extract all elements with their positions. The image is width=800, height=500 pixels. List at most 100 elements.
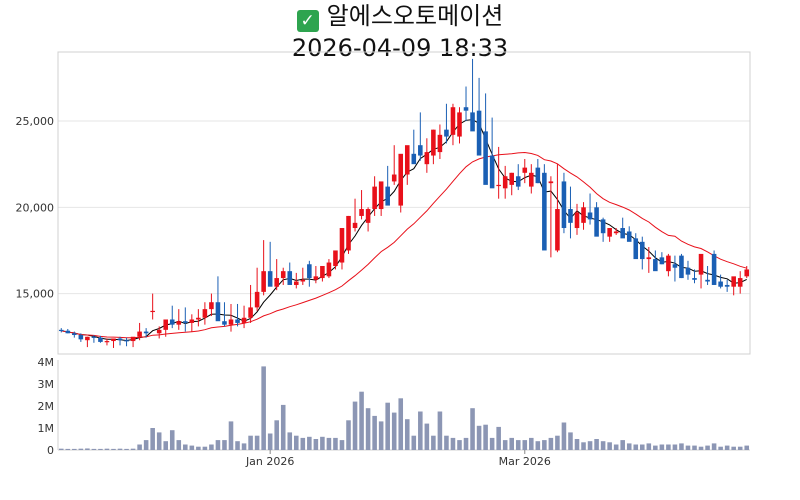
candle [98,335,103,343]
volume-bars [58,366,750,450]
volume-bar [698,446,704,450]
candle [163,319,169,337]
candle-body [130,336,136,342]
volume-bar [202,446,208,450]
candle-body [463,107,469,111]
volume-bar [600,441,606,450]
volume-bar [594,439,599,450]
candle-body [509,172,515,185]
candle-body [672,264,678,268]
candle [548,176,554,258]
candle [463,86,469,122]
candle [672,255,678,282]
candle-body [431,129,436,156]
candle-body [450,107,456,135]
price-y-axis: 15,000 20,000 25,000 [16,115,55,301]
candle [692,269,697,284]
volume-bar [163,441,169,450]
candle [228,303,234,332]
candle-body [737,278,743,287]
volume-bar [333,437,338,450]
moving-average-20-line [61,151,747,339]
candle [718,274,723,289]
candle-body [98,337,103,342]
candle-body [85,336,90,341]
candle-body [698,253,704,275]
volume-bar [209,444,214,450]
volume-bar [117,448,123,450]
volume-bar [418,411,423,450]
candle-body [313,276,319,280]
volume-bar [431,435,436,450]
candle [711,250,717,285]
volume-bar [620,440,625,450]
candle [522,158,528,184]
candle [489,117,495,189]
volume-bar [150,428,155,450]
volume-bar [404,419,410,450]
candle-body [228,319,234,325]
candle-body [254,291,260,308]
candle [698,253,704,289]
candle-body [718,281,723,287]
candle [418,112,423,161]
volume-bar [326,437,332,450]
candle-body [633,238,639,260]
candle [600,217,606,242]
volume-bar [215,440,221,450]
candle [365,207,371,232]
candle-body [150,310,155,313]
candle [705,265,710,285]
candle [300,267,306,285]
volume-bar [463,437,469,450]
volume-bar [535,441,541,450]
candle-body [300,279,306,282]
volume-bar [398,398,404,450]
volume-bar [320,436,325,450]
date-tick-label: Mar 2026 [499,455,551,468]
candle-body [522,167,528,173]
candle-body [287,271,293,285]
volume-bar [574,439,580,450]
volume-bar [515,440,521,450]
candle-body [685,267,691,275]
volume-bar [633,444,639,450]
candle [424,138,430,173]
candle [372,176,377,216]
candle-body [666,255,671,272]
volume-bar [509,437,515,450]
volume-bar [568,432,573,450]
candle [333,250,338,270]
volume-bar [137,444,142,450]
candle-body [574,212,580,229]
candle-body [346,215,351,251]
volume-bar [470,408,475,450]
candle-body [457,112,462,137]
candle [359,190,364,220]
volume-bar [385,402,390,450]
candle-body [58,329,64,332]
candle [215,276,221,322]
candle-body [555,209,560,251]
moving-average-lines [61,119,747,342]
volume-bar [248,435,253,450]
candle [679,253,684,279]
candle [613,228,619,235]
candle [483,93,488,185]
candle [529,164,534,194]
candle [248,284,253,323]
candle-body [222,321,227,325]
candle [509,172,515,196]
candle-body [189,319,195,323]
candle-body [692,278,697,280]
candle [737,271,743,294]
candle-body [117,338,123,341]
volume-bar [705,445,710,450]
volume-bar [156,432,162,450]
candle [620,217,625,239]
candle [241,305,247,329]
volume-bar [300,437,306,450]
volume-bar [143,440,149,450]
price-tick-label: 25,000 [16,115,55,128]
candle-body [137,331,142,337]
